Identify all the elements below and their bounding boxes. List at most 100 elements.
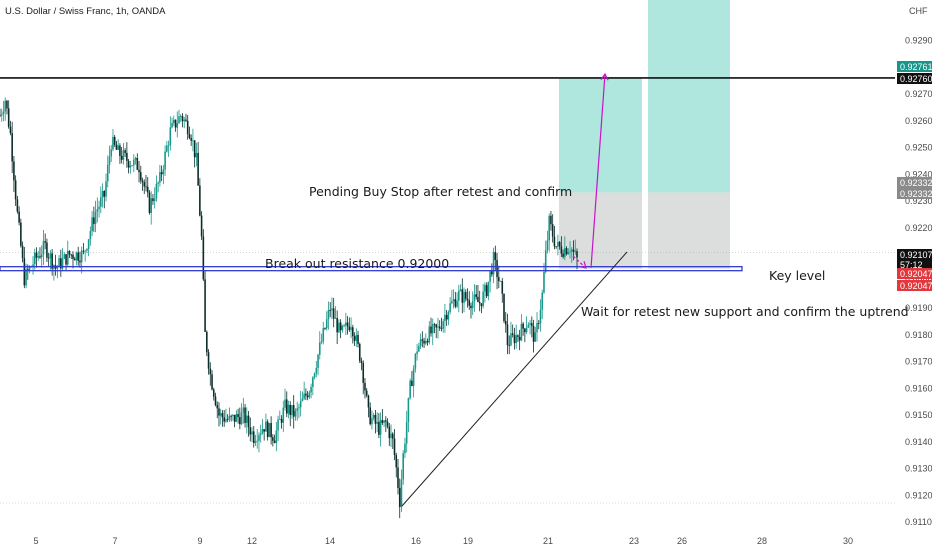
candle[interactable] <box>299 390 302 417</box>
candle[interactable] <box>433 322 436 334</box>
time-axis[interactable]: 5 7 9 12 14 16 19 21 23 26 28 30 <box>33 536 853 546</box>
retest-arrow[interactable] <box>572 255 587 269</box>
candle[interactable] <box>245 407 248 434</box>
candle[interactable] <box>327 301 330 330</box>
candle[interactable] <box>195 142 198 167</box>
candle[interactable] <box>42 230 45 265</box>
candle[interactable] <box>134 156 137 165</box>
candle[interactable] <box>513 327 516 350</box>
candle[interactable] <box>169 116 172 151</box>
candle[interactable] <box>308 390 311 400</box>
candle[interactable] <box>206 330 208 357</box>
candle[interactable] <box>471 291 474 316</box>
candle[interactable] <box>172 115 175 126</box>
candle[interactable] <box>435 323 438 339</box>
candle[interactable] <box>400 469 403 513</box>
candle[interactable] <box>454 291 457 309</box>
candle[interactable] <box>124 148 126 158</box>
candle[interactable] <box>178 109 180 124</box>
candle[interactable] <box>367 394 370 418</box>
candle[interactable] <box>426 338 429 346</box>
candle[interactable] <box>317 353 319 376</box>
candle[interactable] <box>532 319 535 353</box>
candle[interactable] <box>237 408 239 424</box>
candle[interactable] <box>181 113 184 128</box>
candle[interactable] <box>6 99 8 115</box>
candle[interactable] <box>390 424 392 448</box>
candle[interactable] <box>214 392 217 407</box>
candle[interactable] <box>202 229 205 282</box>
candle[interactable] <box>405 410 408 453</box>
annotation-layer[interactable]: Pending Buy Stop after retest and confir… <box>265 184 909 319</box>
candle[interactable] <box>558 241 561 250</box>
candle[interactable] <box>466 288 469 308</box>
candle[interactable] <box>225 408 227 423</box>
candle[interactable] <box>461 278 464 314</box>
candle[interactable] <box>497 265 500 289</box>
candle[interactable] <box>315 360 318 378</box>
candle[interactable] <box>362 360 365 395</box>
candle[interactable] <box>447 310 450 326</box>
candle[interactable] <box>60 249 62 277</box>
candle[interactable] <box>557 234 559 256</box>
candle[interactable] <box>522 321 524 336</box>
candle[interactable] <box>126 142 128 168</box>
candle[interactable] <box>112 129 114 152</box>
candle[interactable] <box>47 252 50 267</box>
candle[interactable] <box>138 161 140 183</box>
candle[interactable] <box>324 327 326 330</box>
candle[interactable] <box>113 134 116 148</box>
candle[interactable] <box>388 423 391 446</box>
candle[interactable] <box>506 313 509 355</box>
candle[interactable] <box>322 321 325 345</box>
annotation-breakout[interactable]: Break out resistance 0.92000 <box>265 256 449 271</box>
target-arrow[interactable] <box>590 73 606 269</box>
candle[interactable] <box>108 145 111 174</box>
candle[interactable] <box>199 178 201 217</box>
candle[interactable] <box>353 332 356 347</box>
candle[interactable] <box>77 246 80 266</box>
candle[interactable] <box>272 434 274 447</box>
candle[interactable] <box>329 302 332 318</box>
candles-layer[interactable] <box>0 97 578 519</box>
candle[interactable] <box>503 293 505 324</box>
candle[interactable] <box>284 388 286 411</box>
candle[interactable] <box>529 319 531 335</box>
candle[interactable] <box>313 372 316 380</box>
candle[interactable] <box>193 140 196 168</box>
candle[interactable] <box>379 412 382 447</box>
candle[interactable] <box>16 195 19 214</box>
candle[interactable] <box>339 319 342 339</box>
candle[interactable] <box>261 419 264 435</box>
candle[interactable] <box>364 377 366 399</box>
candle[interactable] <box>157 181 159 193</box>
candle[interactable] <box>155 175 158 202</box>
candle[interactable] <box>162 164 165 185</box>
candle[interactable] <box>478 290 481 312</box>
candle[interactable] <box>543 263 545 294</box>
candle[interactable] <box>565 246 568 256</box>
candle[interactable] <box>9 120 12 136</box>
candle[interactable] <box>127 158 130 174</box>
candle[interactable] <box>287 400 290 419</box>
candle[interactable] <box>418 342 420 353</box>
candle[interactable] <box>508 335 511 355</box>
candle[interactable] <box>412 365 415 398</box>
candle[interactable] <box>183 117 186 129</box>
candle[interactable] <box>517 334 519 342</box>
candle[interactable] <box>499 280 502 282</box>
candle[interactable] <box>527 322 530 328</box>
candle[interactable] <box>518 329 521 351</box>
candle[interactable] <box>93 206 95 232</box>
candle[interactable] <box>122 143 125 165</box>
candle[interactable] <box>160 165 163 182</box>
candle[interactable] <box>152 194 154 205</box>
candle[interactable] <box>100 186 102 214</box>
candle[interactable] <box>106 155 109 188</box>
candle[interactable] <box>190 134 192 146</box>
candle[interactable] <box>265 413 267 432</box>
candle[interactable] <box>360 357 363 371</box>
candle[interactable] <box>273 434 276 444</box>
candle[interactable] <box>501 278 504 303</box>
candle[interactable] <box>473 284 476 312</box>
